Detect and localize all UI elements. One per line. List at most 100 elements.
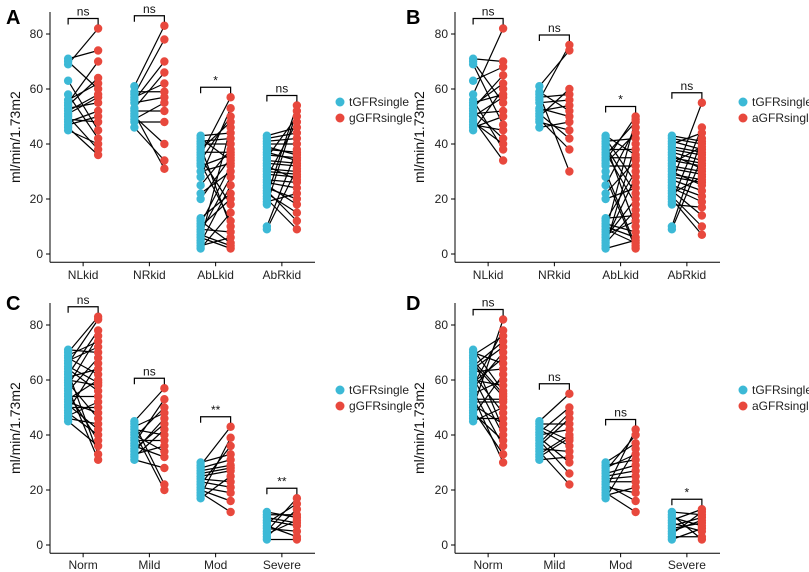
pair-line	[605, 429, 637, 491]
pair-line	[671, 198, 703, 236]
point-compare	[160, 57, 169, 66]
point-tgfr	[468, 76, 478, 85]
point-compare	[226, 208, 235, 217]
pair-line	[266, 511, 297, 519]
legend-swatch	[335, 385, 345, 395]
point-compare	[697, 222, 707, 231]
point-compare	[565, 389, 574, 398]
pair-line	[539, 91, 570, 112]
y-tick-label: 40	[30, 137, 44, 151]
point-compare	[498, 120, 508, 129]
pair-line	[671, 140, 703, 151]
pair-line	[605, 239, 636, 250]
pair-line	[200, 184, 232, 244]
point-compare	[160, 68, 169, 77]
pair-line	[605, 146, 637, 194]
pair-line	[671, 195, 703, 227]
point-compare	[226, 496, 235, 506]
pair-line	[67, 368, 99, 392]
y-axis-title: ml/min/1.73m2	[411, 382, 427, 474]
legend-label: tGFRsingle	[752, 95, 809, 109]
point-compare	[160, 395, 169, 404]
pair-line	[266, 168, 298, 230]
pair-line	[671, 514, 703, 540]
pair-line	[133, 39, 165, 95]
point-compare	[565, 40, 574, 50]
pair-line	[266, 165, 298, 181]
pair-line	[538, 407, 570, 433]
point-compare	[93, 73, 103, 83]
point-tgfr	[196, 131, 205, 140]
pair-line	[200, 138, 231, 161]
point-compare	[160, 87, 169, 96]
pair-line	[538, 451, 570, 485]
pair-line	[266, 192, 298, 203]
pair-line	[200, 137, 231, 142]
point-compare	[498, 79, 508, 88]
y-axis-title: ml/min/1.73m2	[7, 91, 23, 183]
pair-line	[671, 511, 702, 516]
pair-line	[266, 516, 297, 524]
pair-line	[472, 61, 504, 104]
y-tick-label: 20	[435, 192, 449, 206]
pair-line	[266, 116, 298, 159]
significance-bracket	[266, 487, 298, 495]
significance-bracket	[671, 498, 703, 506]
pair-line	[539, 437, 570, 458]
pair-line	[134, 96, 165, 104]
pair-line	[671, 138, 703, 227]
pair-line	[266, 181, 297, 189]
legend-swatch	[335, 401, 345, 411]
pair-line	[605, 176, 637, 249]
significance-bracket	[266, 94, 298, 102]
point-compare	[498, 134, 508, 143]
pair-line	[605, 475, 636, 480]
point-tgfr	[601, 458, 610, 467]
pair-line	[200, 116, 232, 161]
pair-line	[67, 49, 99, 60]
point-tgfr	[468, 54, 478, 63]
panel-a: 0 20 40 60 80 ml/min/1.73m2 A NLkid ns NRkid ns AbL…	[6, 2, 413, 282]
pair-line	[539, 93, 570, 98]
pair-line	[134, 434, 165, 453]
point-compare	[498, 71, 508, 80]
point-compare	[93, 106, 103, 116]
x-tick-label: AbRkid	[668, 268, 707, 282]
x-tick-label: AbRkid	[263, 268, 302, 282]
pair-line	[266, 159, 297, 164]
legend-label: aGFRsingle	[752, 111, 809, 125]
point-compare	[498, 450, 508, 459]
pair-line	[472, 376, 504, 436]
pair-line	[539, 428, 570, 447]
point-compare	[93, 134, 103, 143]
pair-line	[605, 143, 637, 227]
pair-line	[671, 511, 703, 535]
point-tgfr	[196, 458, 205, 467]
significance-bracket	[671, 92, 703, 99]
pair-line	[605, 470, 636, 477]
pair-line	[538, 440, 570, 474]
point-compare	[226, 507, 235, 517]
point-tgfr	[601, 131, 610, 140]
pair-line	[67, 94, 99, 139]
pair-line	[67, 371, 99, 455]
pair-line	[671, 157, 703, 230]
point-tgfr	[601, 214, 610, 223]
pair-line	[605, 187, 636, 200]
pair-line	[605, 223, 636, 233]
pair-line	[200, 464, 231, 472]
significance-bracket	[200, 416, 232, 423]
significance-bracket	[133, 15, 165, 22]
pair-line	[200, 426, 232, 466]
x-tick-label: NLkid	[68, 268, 99, 282]
point-compare	[498, 57, 508, 66]
y-axis-title: ml/min/1.73m2	[7, 382, 23, 474]
x-tick-label: AbLkid	[197, 268, 234, 282]
panel-letter: B	[406, 7, 420, 29]
pair-line	[539, 107, 570, 118]
y-tick-label: 20	[435, 483, 449, 497]
significance-label: ns	[548, 370, 561, 384]
point-compare	[565, 84, 574, 94]
pair-line	[266, 132, 297, 140]
pair-line	[67, 61, 99, 90]
